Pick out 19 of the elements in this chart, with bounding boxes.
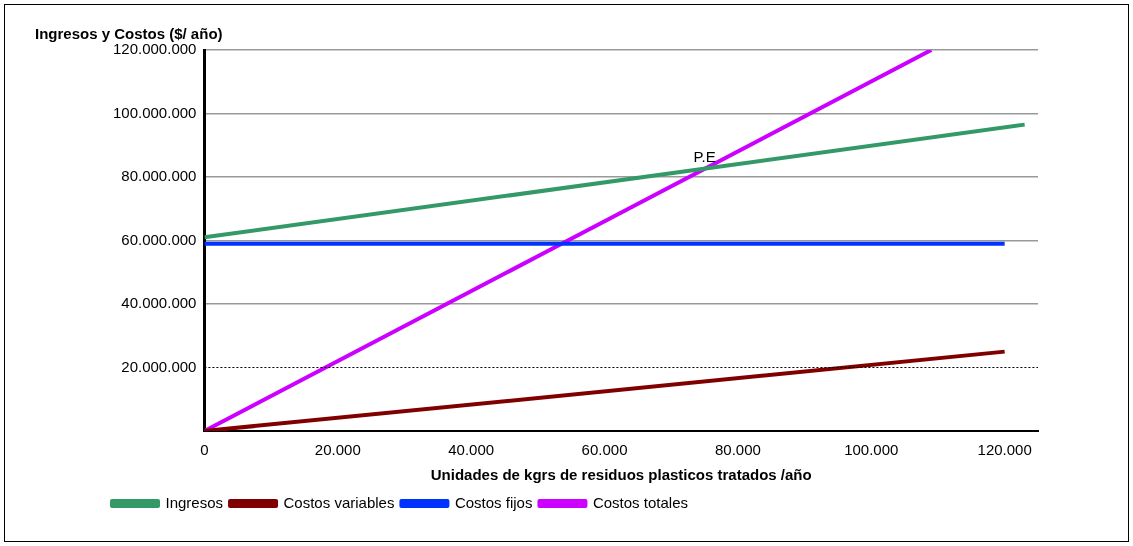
y-axis-title: Ingresos y Costos ($/ año): [35, 25, 223, 43]
y-tick-label: 60.000.000: [121, 230, 197, 248]
y-tick-label: 80.000.000: [121, 167, 197, 185]
legend-label: Ingresos: [165, 493, 224, 511]
x-tick-label: 80.000: [714, 441, 761, 459]
x-tick-label: 20.000: [314, 441, 361, 459]
x-axis-title: Unidades de kgrs de residuos plasticos tratados /año: [430, 466, 812, 484]
x-tick-label: 40.000: [448, 441, 495, 459]
x-tick-label: 120.000: [977, 441, 1032, 459]
x-tick-label: 60.000: [581, 441, 628, 459]
legend-label: Costos fijos: [454, 493, 533, 511]
legend-label: Costos variables: [283, 493, 395, 511]
y-tick-label: 40.000.000: [121, 294, 197, 312]
x-tick-label: 100.000: [844, 441, 899, 459]
x-tick-label: 0: [200, 441, 209, 459]
y-tick-label: 100.000.000: [112, 103, 197, 121]
y-tick-label: 20.000.000: [121, 357, 197, 375]
annotation: P.E: [693, 148, 716, 166]
legend-label: Costos totales: [592, 493, 688, 511]
